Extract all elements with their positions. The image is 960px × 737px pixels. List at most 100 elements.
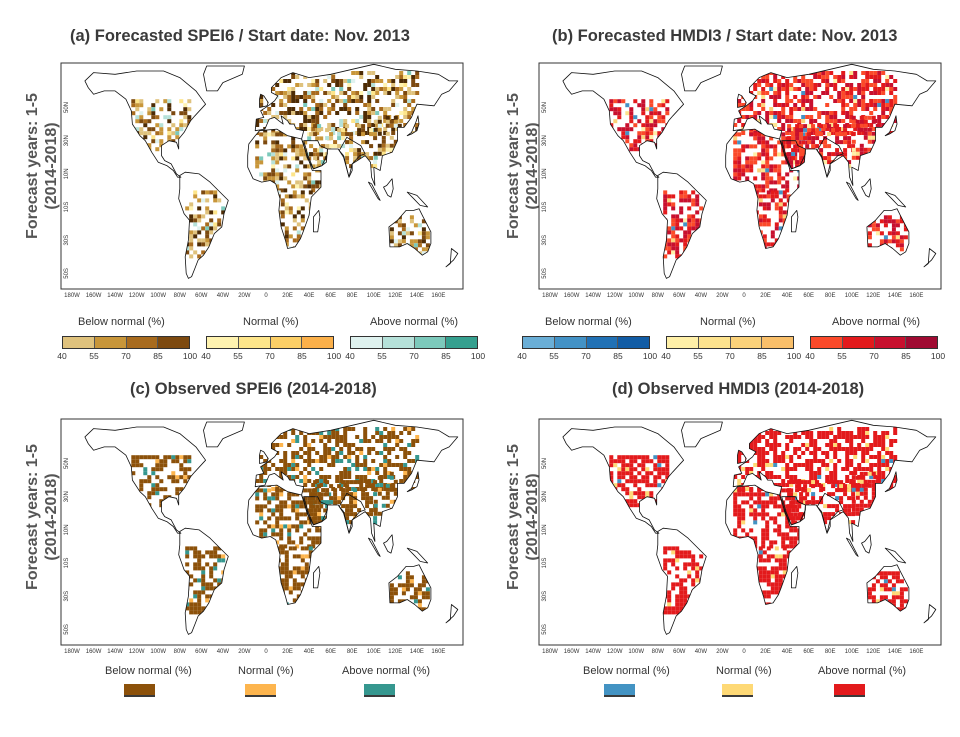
category-cell: [899, 603, 904, 608]
category-cell: [367, 115, 372, 119]
coastline-borneo: [383, 534, 394, 554]
category-cell: [325, 144, 330, 149]
category-cell: [197, 598, 202, 603]
category-cell: [821, 127, 826, 131]
category-cell: [773, 463, 778, 467]
category-cell: [255, 479, 260, 483]
category-cell: [833, 119, 838, 123]
category-cell: [787, 128, 792, 133]
category-cell: [300, 226, 305, 231]
map-panel-d: 180W 160W 140W 120W 100W 80W 60W 40W 20W 0 20E 40E 6…: [538, 418, 942, 655]
category-cell: [307, 528, 312, 533]
category-cell: [799, 124, 804, 129]
category-cell: [409, 595, 414, 600]
category-cell: [217, 218, 222, 223]
category-cell: [367, 95, 372, 99]
category-cell: [863, 127, 868, 132]
category-cell: [351, 443, 356, 447]
category-cell: [284, 554, 289, 559]
category-cell: [813, 459, 818, 463]
category-cell: [765, 75, 770, 79]
category-cell: [765, 176, 770, 181]
category-cell: [383, 435, 388, 439]
category-cell: [851, 115, 856, 120]
category-cell: [871, 115, 876, 120]
category-cell: [883, 219, 888, 224]
category-cell: [737, 512, 742, 517]
category-cell: [187, 119, 192, 124]
category-cell: [393, 487, 398, 492]
category-cell: [837, 75, 842, 79]
category-cell: [667, 194, 672, 199]
category-cell: [781, 152, 786, 157]
category-cell: [287, 492, 292, 497]
category-cell: [307, 459, 312, 463]
category-cell: [657, 119, 662, 124]
category-cell: [275, 156, 280, 161]
category-cell: [307, 115, 312, 119]
legend-d-normal-title: Normal (%): [716, 665, 772, 677]
category-cell: [895, 219, 900, 224]
category-cell: [641, 111, 646, 116]
category-cell: [877, 87, 882, 91]
category-cell: [881, 459, 886, 463]
category-cell: [863, 487, 868, 492]
category-cell: [303, 520, 308, 525]
category-cell: [311, 496, 316, 501]
category-cell: [749, 164, 754, 169]
category-cell: [609, 103, 614, 108]
category-cell: [679, 590, 684, 595]
category-cell: [201, 582, 206, 587]
category-cell: [778, 566, 783, 571]
category-cell: [853, 107, 858, 111]
category-cell: [853, 95, 858, 99]
category-cell: [795, 144, 800, 149]
category-cell: [757, 184, 762, 189]
category-cell: [389, 595, 394, 600]
category-cell: [827, 156, 832, 161]
coastline-eurasia: [254, 419, 459, 542]
category-cell: [395, 91, 400, 95]
category-cell: [171, 455, 176, 460]
category-cell: [327, 451, 332, 455]
category-cell: [861, 99, 866, 103]
coastline-greenland: [203, 421, 245, 448]
category-cell: [745, 532, 750, 537]
category-cell: [131, 455, 136, 460]
category-cell: [795, 140, 800, 145]
category-cell: [675, 554, 680, 559]
category-cell: [291, 172, 296, 177]
category-cell: [327, 447, 332, 451]
category-cell: [885, 463, 890, 467]
category-cell: [383, 447, 388, 451]
category-cell: [778, 562, 783, 567]
category-cell: [887, 599, 892, 604]
category-cell: [893, 427, 898, 431]
category-cell: [155, 99, 160, 104]
category-cell: [773, 459, 778, 463]
category-cell: [749, 492, 754, 497]
category-cell: [369, 484, 374, 489]
category-cell: [387, 431, 392, 435]
category-cell: [781, 459, 786, 463]
category-cell: [899, 579, 904, 584]
category-cell: [275, 91, 280, 95]
category-cell: [143, 135, 148, 140]
category-cell: [785, 524, 790, 529]
category-cell: [147, 475, 152, 480]
category-cell: [339, 87, 344, 91]
category-cell: [821, 91, 826, 95]
category-cell: [889, 83, 894, 87]
category-cell: [311, 99, 316, 103]
category-cell: [785, 483, 790, 487]
category-cell: [801, 99, 806, 103]
category-cell: [288, 586, 293, 591]
category-cell: [733, 532, 738, 537]
category-cell: [280, 222, 285, 227]
category-cell: [315, 83, 320, 87]
category-cell: [383, 483, 388, 487]
category-cell: [765, 160, 770, 165]
category-cell: [625, 487, 630, 492]
category-cell: [865, 459, 870, 463]
category-cell: [859, 487, 864, 492]
